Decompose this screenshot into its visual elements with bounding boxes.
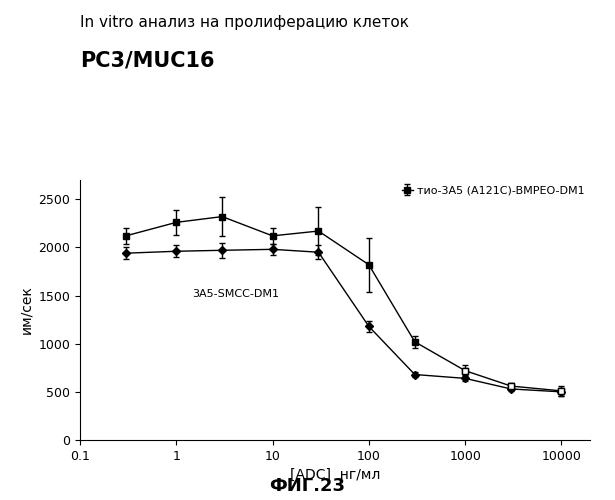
Text: 3A5-SMCC-DM1: 3A5-SMCC-DM1 xyxy=(192,289,279,299)
Y-axis label: им/сек: им/сек xyxy=(19,286,33,335)
Text: ФИГ.23: ФИГ.23 xyxy=(269,477,346,495)
Text: PC3/MUC16: PC3/MUC16 xyxy=(80,50,215,70)
Legend: тио-3A5 (A121C)-BMPEO-DM1: тио-3A5 (A121C)-BMPEO-DM1 xyxy=(402,186,585,196)
Text: In vitro анализ на пролиферацию клеток: In vitro анализ на пролиферацию клеток xyxy=(80,15,409,30)
X-axis label: [ADC]  нг/мл: [ADC] нг/мл xyxy=(290,468,380,482)
